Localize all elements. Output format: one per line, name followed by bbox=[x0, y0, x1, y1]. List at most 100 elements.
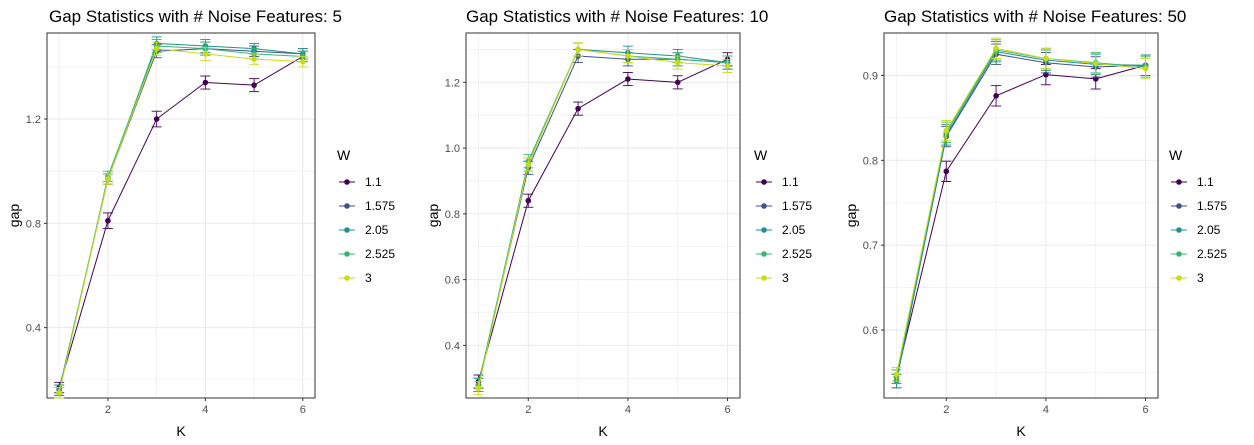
legend-label: 3 bbox=[782, 271, 789, 285]
series-line bbox=[895, 64, 1146, 377]
legend-item: 2.05 bbox=[756, 223, 806, 237]
series-line bbox=[58, 48, 303, 393]
legend-item: 3 bbox=[1171, 271, 1204, 285]
data-point bbox=[1142, 65, 1149, 72]
data-point bbox=[993, 45, 999, 52]
data-point bbox=[943, 127, 950, 134]
x-axis-title: K bbox=[598, 423, 608, 439]
legend-item: 1.575 bbox=[1171, 199, 1227, 213]
data-point bbox=[993, 93, 999, 99]
legend-label: 1.575 bbox=[365, 199, 395, 213]
legend-title: W bbox=[1169, 147, 1183, 163]
x-axis-title: K bbox=[1016, 423, 1026, 439]
series-3 bbox=[54, 41, 308, 399]
data-point bbox=[1092, 60, 1099, 67]
legend-key-point bbox=[1176, 251, 1182, 257]
legend-key-point bbox=[344, 251, 350, 257]
series-line bbox=[477, 48, 728, 389]
legend: W 1.1 1.575 2.05 2.525 3 bbox=[1169, 147, 1227, 285]
panel-border bbox=[465, 32, 741, 399]
legend-item: 1.575 bbox=[339, 199, 395, 213]
y-tick-label: 1.2 bbox=[445, 77, 460, 89]
chart-panel-3: Gap Statistics with # Noise Features: 50… bbox=[843, 7, 1227, 439]
legend-key-point bbox=[761, 179, 767, 185]
panel-border bbox=[883, 32, 1159, 399]
data-point bbox=[202, 51, 209, 57]
y-tick-label: 0.8 bbox=[445, 209, 460, 221]
legend-key-point bbox=[1176, 203, 1182, 209]
data-point bbox=[105, 217, 111, 224]
plot-area bbox=[47, 33, 315, 398]
plot-area bbox=[466, 33, 740, 398]
legend: W 1.1 1.575 2.05 2.525 3 bbox=[337, 147, 395, 285]
legend-item: 1.1 bbox=[1171, 175, 1214, 189]
x-tick-label: 6 bbox=[724, 404, 730, 416]
legend-label: 2.525 bbox=[782, 247, 812, 261]
x-tick-label: 4 bbox=[202, 404, 208, 416]
data-point bbox=[625, 76, 631, 82]
legend-label: 1.1 bbox=[1197, 175, 1214, 189]
data-point bbox=[575, 46, 581, 53]
data-point bbox=[153, 116, 160, 122]
legend-label: 2.525 bbox=[365, 247, 395, 261]
legend-label: 1.575 bbox=[1197, 199, 1227, 213]
legend-label: 2.05 bbox=[782, 223, 806, 237]
data-point bbox=[251, 56, 257, 62]
x-tick-label: 4 bbox=[625, 404, 631, 416]
legend-title: W bbox=[754, 147, 768, 163]
legend-key-point bbox=[761, 203, 767, 209]
chart-title: Gap Statistics with # Noise Features: 5 bbox=[49, 7, 342, 26]
legend-key-point bbox=[344, 203, 350, 209]
y-axis-title: gap bbox=[425, 204, 441, 228]
legend-label: 3 bbox=[1197, 271, 1204, 285]
series-3 bbox=[473, 42, 733, 396]
y-axis-title: gap bbox=[6, 204, 22, 228]
x-tick-label: 6 bbox=[1142, 404, 1148, 416]
y-tick-label: 0.4 bbox=[445, 340, 460, 352]
legend-item: 3 bbox=[339, 271, 372, 285]
chart-title: Gap Statistics with # Noise Features: 50 bbox=[884, 7, 1186, 26]
legend-item: 2.05 bbox=[339, 223, 389, 237]
y-axis-title: gap bbox=[843, 204, 859, 228]
data-point bbox=[1043, 55, 1049, 62]
data-point bbox=[575, 105, 581, 112]
legend-label: 2.05 bbox=[1197, 223, 1221, 237]
series-3 bbox=[891, 37, 1151, 382]
data-point bbox=[674, 59, 681, 66]
x-tick-label: 2 bbox=[943, 404, 949, 416]
legend-key-point bbox=[344, 179, 350, 185]
data-point bbox=[300, 58, 306, 65]
data-point bbox=[153, 45, 160, 52]
legend-item: 2.05 bbox=[1171, 223, 1221, 237]
legend-item: 1.575 bbox=[756, 199, 812, 213]
y-tick-label: 0.4 bbox=[26, 323, 41, 335]
y-tick-label: 0.9 bbox=[863, 70, 878, 82]
data-point bbox=[893, 371, 900, 378]
legend-label: 2.525 bbox=[1197, 247, 1227, 261]
x-tick-label: 2 bbox=[525, 404, 531, 416]
data-point bbox=[525, 161, 532, 168]
legend-key-point bbox=[1176, 227, 1182, 233]
chart-panel-2: Gap Statistics with # Noise Features: 10… bbox=[425, 7, 812, 439]
legend-title: W bbox=[337, 147, 351, 163]
data-point bbox=[105, 176, 111, 182]
chart-panel-1: Gap Statistics with # Noise Features: 5 2… bbox=[6, 7, 395, 439]
series-line bbox=[58, 56, 304, 388]
series-1.1 bbox=[473, 52, 733, 389]
data-point bbox=[674, 79, 681, 86]
legend-key-point bbox=[761, 227, 767, 233]
y-tick-label: 1.2 bbox=[26, 114, 41, 126]
y-tick-label: 0.8 bbox=[863, 155, 878, 167]
legend: W 1.1 1.575 2.05 2.525 3 bbox=[754, 147, 812, 285]
y-tick-label: 0.6 bbox=[445, 275, 460, 287]
chart-title: Gap Statistics with # Noise Features: 10 bbox=[466, 7, 768, 26]
legend-key-point bbox=[1176, 275, 1182, 281]
x-tick-label: 4 bbox=[1043, 404, 1049, 416]
legend-key-point bbox=[344, 275, 350, 281]
y-tick-label: 0.8 bbox=[26, 218, 41, 230]
data-point bbox=[202, 79, 209, 86]
x-tick-label: 2 bbox=[105, 404, 111, 416]
series-line bbox=[895, 47, 1146, 375]
legend-item: 2.525 bbox=[1171, 247, 1227, 261]
